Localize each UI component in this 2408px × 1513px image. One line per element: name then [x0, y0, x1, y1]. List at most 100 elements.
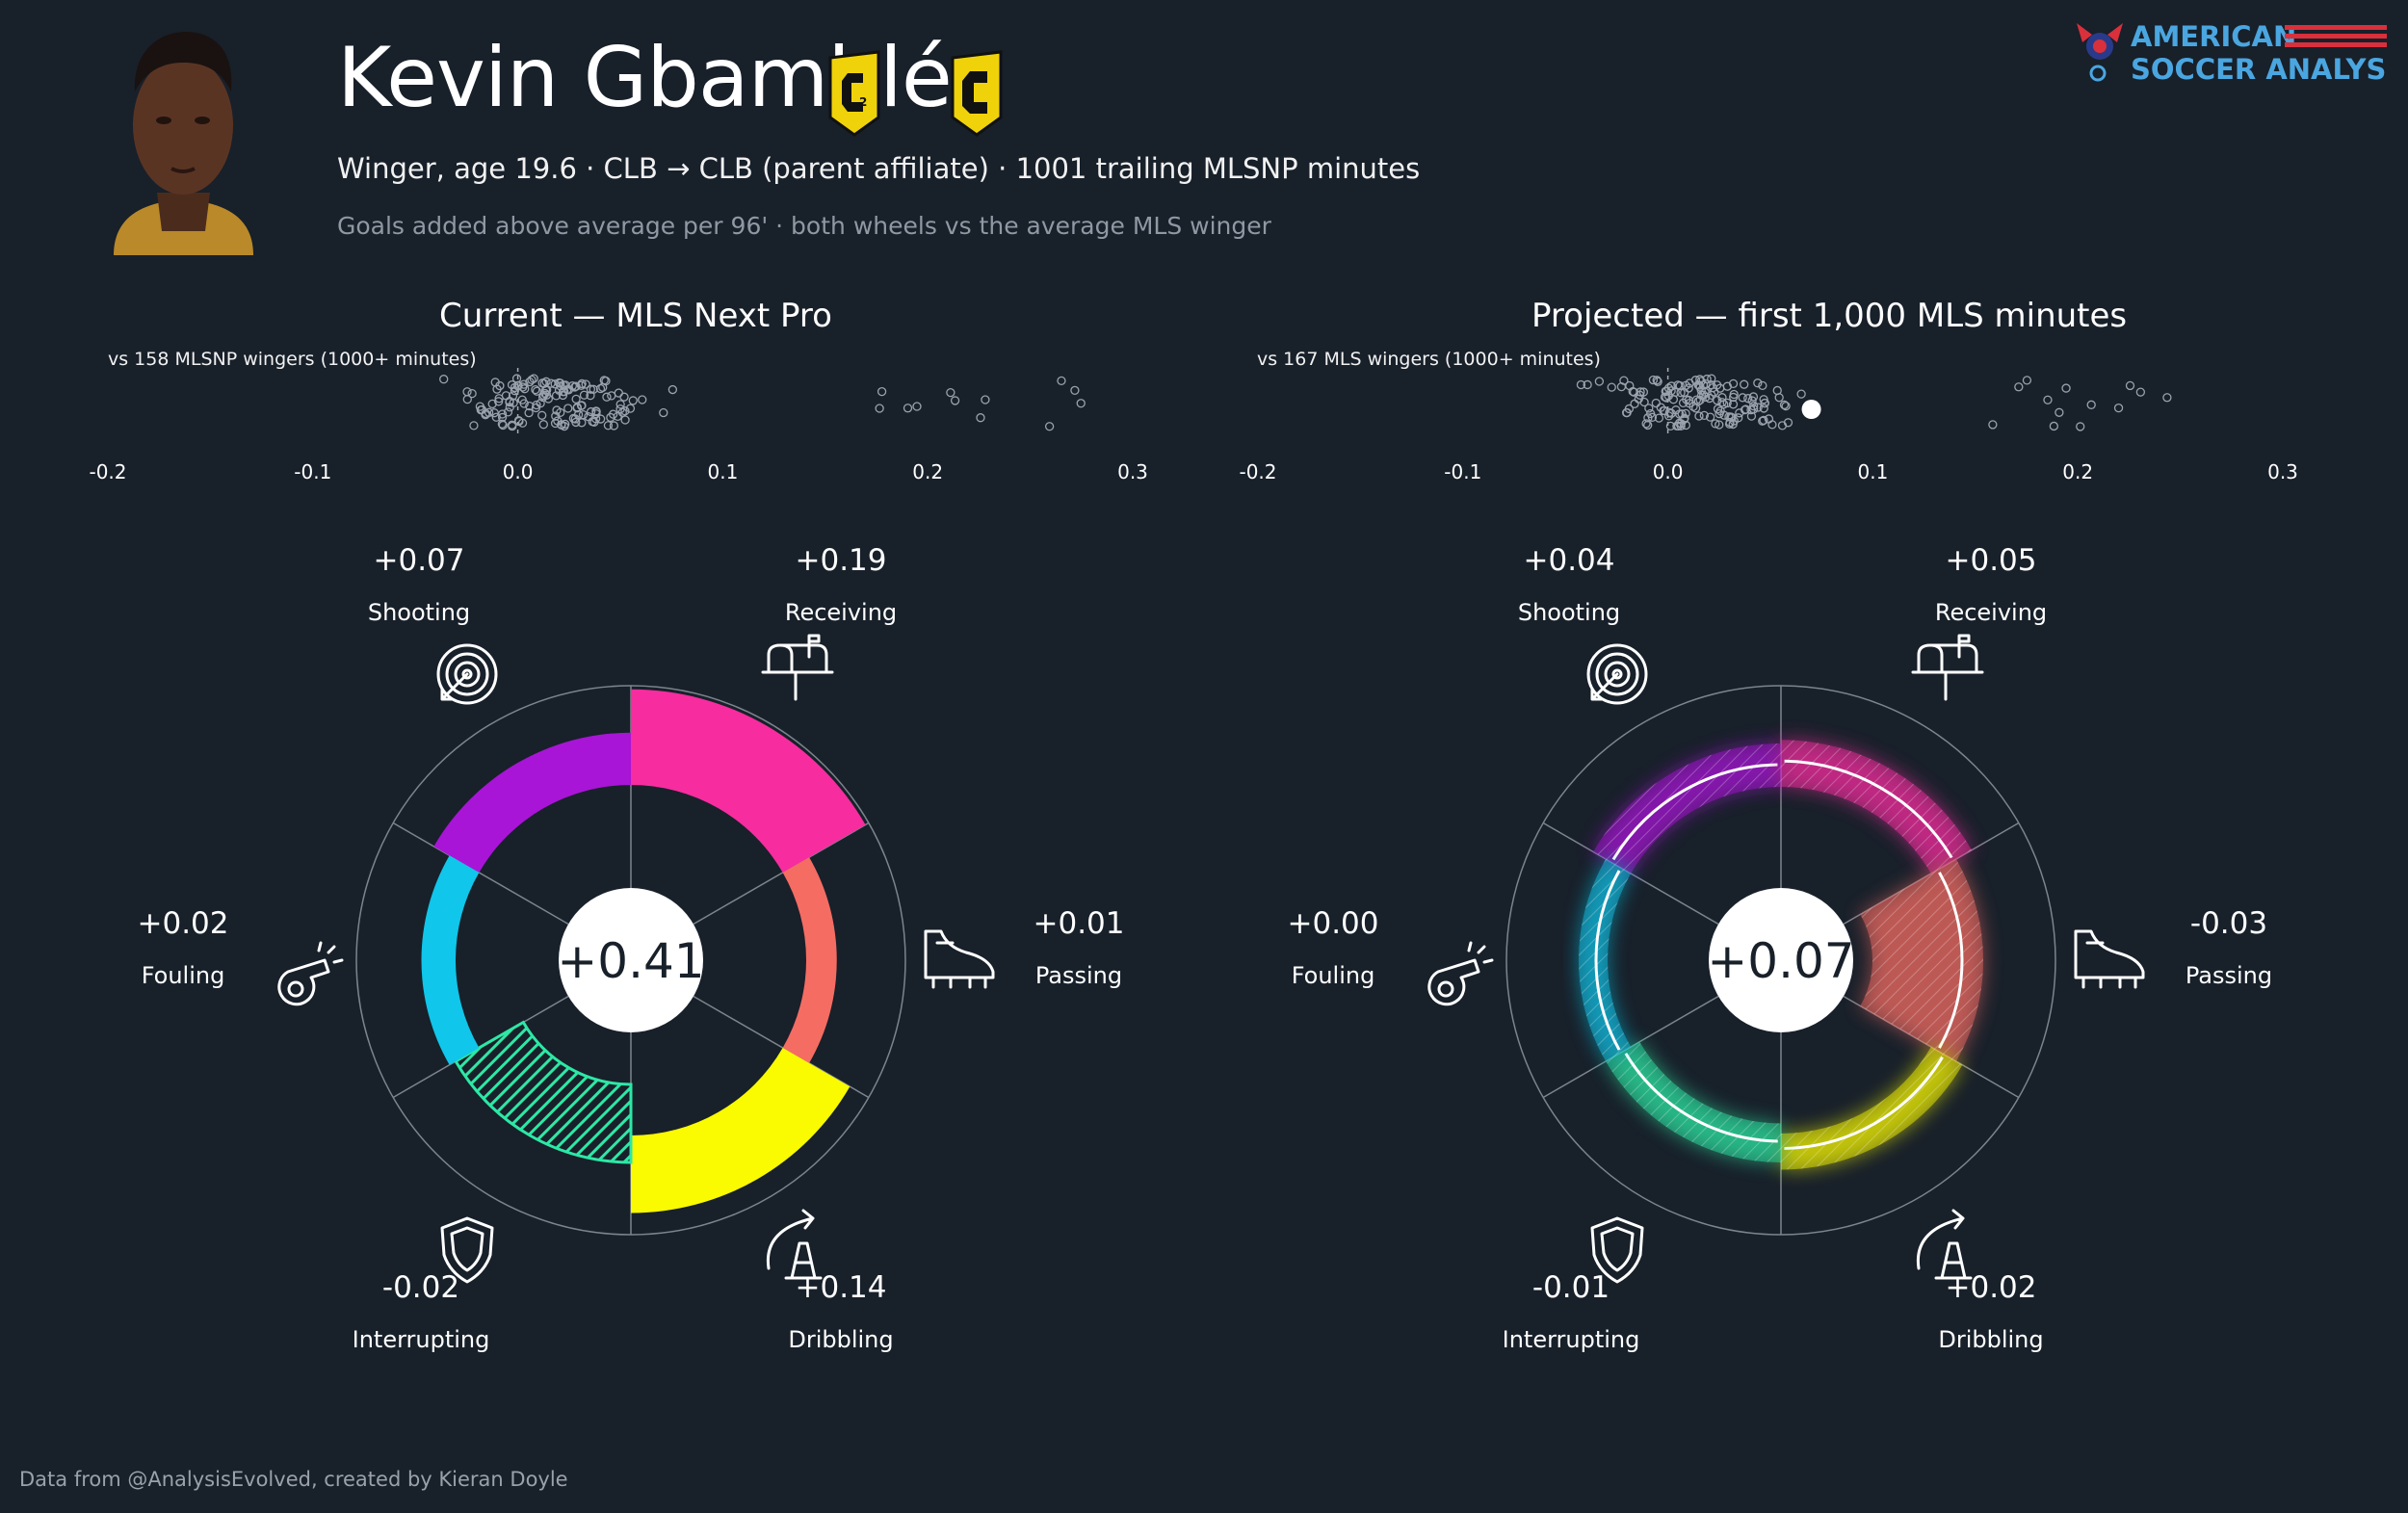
wheel-icons-0 [277, 634, 995, 1284]
category-label-dribbling: Dribbling [788, 1326, 893, 1353]
strip-point [1714, 420, 1724, 430]
strip-point [1693, 380, 1703, 390]
strip-point [476, 405, 485, 415]
strip-point [1753, 403, 1763, 412]
strip-point [531, 403, 541, 413]
strip-point [1700, 387, 1710, 397]
strip-point [1694, 411, 1704, 421]
strip-point [946, 387, 955, 398]
strip-point [603, 421, 614, 430]
strip-point [563, 404, 573, 413]
strip-0: -0.2 -0.1 0.0 0.1 0.2 0.3 [89, 368, 1148, 483]
segment-passing [782, 857, 837, 1063]
cleat-icon [924, 929, 995, 989]
strip-point [1641, 419, 1651, 429]
strip-point [912, 402, 922, 411]
strip-point [1576, 379, 1586, 390]
strip-point [579, 390, 589, 400]
strip-point [1713, 396, 1722, 405]
x-tick-label: -0.2 [89, 460, 126, 483]
strip-point [1759, 415, 1768, 426]
x-tick-label: 0.1 [707, 460, 738, 483]
strip-point [475, 402, 485, 411]
strip-point [586, 384, 596, 394]
wheel-total: +0.41 [557, 933, 704, 989]
strip-point [1619, 376, 1629, 385]
strip-point [1666, 408, 1676, 418]
strip-point [494, 394, 504, 404]
cone-dribble-icon [766, 1209, 823, 1280]
strip-point [527, 375, 537, 385]
strip-point [1644, 404, 1654, 413]
strip-label-current: vs 158 MLSNP wingers (1000+ minutes) [108, 349, 477, 370]
strip-point [1740, 379, 1749, 389]
strip-point [551, 391, 562, 401]
whistle-icon [277, 941, 344, 1006]
wheel-icons-1 [1427, 634, 2145, 1284]
category-label-interrupting: Interrupting [353, 1326, 490, 1353]
category-label-receiving: Receiving [1935, 599, 2047, 626]
cleat-icon [2074, 929, 2145, 989]
strip-point [1728, 400, 1739, 409]
strip-point [875, 404, 884, 413]
strip-point [1680, 413, 1689, 423]
strip-point [2113, 403, 2124, 413]
segment-dribbling-ref-arc [1784, 1056, 1944, 1150]
player-point [1801, 400, 1821, 419]
strip-point [1663, 411, 1674, 421]
strip-point [589, 384, 598, 394]
strip-point [558, 390, 568, 401]
x-tick-label: 0.2 [912, 460, 943, 483]
category-label-passing: Passing [1035, 962, 1122, 989]
strip-point [1717, 393, 1727, 403]
x-tick-label: 0.3 [1117, 460, 1148, 483]
strip-point [541, 385, 551, 395]
strip-point [608, 409, 618, 419]
segment-shooting-hatch [1593, 743, 1781, 874]
x-tick-label: 0.3 [2267, 460, 2298, 483]
strip-point [531, 384, 540, 395]
strip-point [659, 407, 668, 418]
strip-point [514, 416, 524, 427]
strip-point [505, 403, 514, 412]
strip-point [1666, 381, 1677, 391]
strip-point [615, 404, 625, 414]
category-label-interrupting: Interrupting [1503, 1326, 1640, 1353]
strip-point [537, 410, 547, 420]
crew-badge [951, 50, 1003, 137]
category-label-fouling: Fouling [142, 962, 225, 989]
category-label-shooting: Shooting [368, 599, 470, 626]
strip-point [2135, 387, 2146, 397]
strip-point [507, 420, 517, 430]
wheel-spoke [392, 822, 569, 926]
strip-point [1796, 389, 1806, 399]
strip-point [609, 421, 619, 430]
strip-point [567, 381, 577, 391]
strip-point [537, 378, 547, 388]
strip-point [581, 379, 590, 389]
strip-point [571, 417, 581, 428]
strip-point [1666, 386, 1676, 396]
strip-point [1702, 374, 1712, 384]
strip-point [1783, 418, 1793, 428]
strip-point [1676, 388, 1686, 398]
value-label-receiving: +0.19 [796, 543, 887, 578]
value-label-shooting: +0.07 [374, 543, 465, 578]
strip-point [619, 392, 629, 402]
strip-point [1654, 413, 1664, 423]
value-label-interrupting: -0.01 [1532, 1270, 1610, 1305]
strip-point [588, 417, 597, 427]
strip-point [2086, 400, 2096, 409]
strip-point [1638, 387, 1649, 397]
strip-point [1738, 393, 1747, 403]
strip-point [2049, 421, 2058, 431]
strip-point [572, 403, 583, 412]
strip-point [628, 396, 638, 405]
strip-point [1651, 398, 1661, 408]
value-label-shooting: +0.04 [1524, 543, 1615, 578]
strip-point [1713, 380, 1722, 390]
strip-point [560, 386, 569, 397]
strip-point [1684, 383, 1693, 393]
svg-text:2: 2 [859, 95, 867, 109]
strip-point [667, 384, 678, 395]
